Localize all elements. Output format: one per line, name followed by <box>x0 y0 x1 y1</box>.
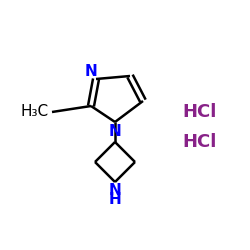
Text: N: N <box>108 124 122 138</box>
Text: HCl: HCl <box>183 133 217 151</box>
Text: HCl: HCl <box>183 103 217 121</box>
Text: N: N <box>84 64 98 80</box>
Text: H: H <box>108 192 122 207</box>
Text: N: N <box>108 183 122 198</box>
Text: H₃C: H₃C <box>21 104 49 120</box>
